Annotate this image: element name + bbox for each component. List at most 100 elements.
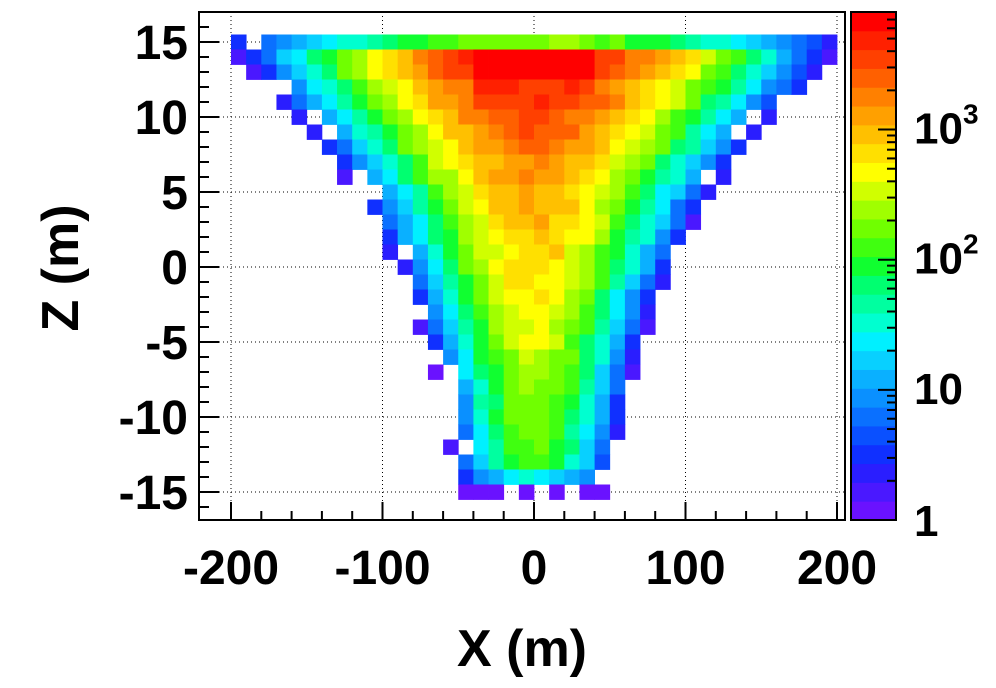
heatmap-cell bbox=[276, 34, 292, 50]
heatmap-cell bbox=[655, 259, 671, 275]
heatmap-cell bbox=[473, 49, 489, 65]
color-scale-segment bbox=[851, 256, 896, 276]
heatmap-cell bbox=[579, 484, 595, 500]
heatmap-cell bbox=[640, 124, 656, 140]
heatmap-cell bbox=[458, 274, 474, 290]
heatmap-cell bbox=[624, 304, 641, 320]
heatmap-cell bbox=[730, 34, 747, 50]
heatmap-cell bbox=[564, 214, 580, 230]
heatmap-cell bbox=[640, 154, 656, 170]
heatmap-cell bbox=[397, 214, 414, 230]
heatmap-cell bbox=[700, 49, 717, 65]
heatmap-cell bbox=[412, 244, 429, 260]
heatmap-cell bbox=[488, 154, 505, 170]
heatmap-cell bbox=[776, 49, 792, 65]
heatmap-cell bbox=[609, 334, 626, 350]
heatmap-cell bbox=[549, 124, 565, 140]
heatmap-cell bbox=[685, 169, 702, 185]
heatmap-cell bbox=[640, 304, 656, 320]
heatmap-cell bbox=[791, 64, 808, 80]
heatmap-cell bbox=[458, 484, 474, 500]
heatmap-cell bbox=[458, 64, 474, 80]
heatmap-cell bbox=[503, 109, 520, 125]
heatmap-cell bbox=[534, 214, 550, 230]
heatmap-cell bbox=[564, 409, 580, 425]
heatmap-cell bbox=[473, 364, 489, 380]
heatmap-cell bbox=[776, 79, 792, 95]
heatmap-cell bbox=[518, 289, 535, 305]
heatmap-cell bbox=[579, 364, 595, 380]
heatmap-cell bbox=[534, 154, 550, 170]
heatmap-cell bbox=[488, 94, 505, 110]
heatmap-cell bbox=[534, 244, 550, 260]
heatmap-cell bbox=[276, 94, 292, 110]
heatmap-cell bbox=[594, 274, 611, 290]
color-scale-segment bbox=[851, 369, 896, 389]
heatmap-cell bbox=[458, 184, 474, 200]
heatmap-cell bbox=[488, 349, 505, 365]
heatmap-cell bbox=[534, 379, 550, 395]
heatmap-cell bbox=[549, 409, 565, 425]
heatmap-cell bbox=[488, 34, 505, 50]
heatmap-cell bbox=[594, 199, 611, 215]
heatmap-cell bbox=[534, 454, 550, 470]
heatmap-cell bbox=[655, 154, 671, 170]
heatmap-cell bbox=[291, 94, 308, 110]
heatmap-cell bbox=[609, 34, 626, 50]
heatmap-cell bbox=[291, 79, 308, 95]
heatmap-cell bbox=[367, 199, 383, 215]
heatmap-cell bbox=[367, 64, 383, 80]
heatmap-cell bbox=[518, 274, 535, 290]
heatmap-cell bbox=[670, 184, 686, 200]
heatmap-cell bbox=[427, 124, 444, 140]
heatmap-cell bbox=[715, 139, 732, 155]
heatmap-cell bbox=[352, 139, 368, 155]
heatmap-cell bbox=[534, 469, 550, 485]
heatmap-cell bbox=[534, 79, 550, 95]
heatmap-cell bbox=[443, 319, 459, 335]
heatmap-cell bbox=[412, 124, 429, 140]
heatmap-cell bbox=[640, 79, 656, 95]
heatmap-cell bbox=[564, 394, 580, 410]
heatmap-cell bbox=[609, 79, 626, 95]
heatmap-cell bbox=[549, 304, 565, 320]
heatmap-cell bbox=[397, 64, 414, 80]
heatmap-cell bbox=[609, 379, 626, 395]
heatmap-cell bbox=[382, 199, 399, 215]
heatmap-cell bbox=[473, 409, 489, 425]
heatmap-cell bbox=[549, 469, 565, 485]
heatmap-cell bbox=[579, 394, 595, 410]
heatmap-cell bbox=[458, 394, 474, 410]
heatmap-cell bbox=[367, 124, 383, 140]
heatmap-cell bbox=[443, 199, 459, 215]
heatmap-cell bbox=[685, 109, 702, 125]
heatmap-cell bbox=[761, 79, 777, 95]
heatmap-cell bbox=[488, 424, 505, 440]
heatmap-cell bbox=[655, 229, 671, 245]
color-scale-tick-label: 10 bbox=[914, 365, 963, 414]
heatmap-cell bbox=[503, 334, 520, 350]
heatmap-cell bbox=[397, 154, 414, 170]
heatmap-cell bbox=[291, 49, 308, 65]
heatmap-cell bbox=[549, 94, 565, 110]
heatmap-cell bbox=[640, 94, 656, 110]
heatmap-cell bbox=[412, 169, 429, 185]
heatmap-cell bbox=[549, 34, 565, 50]
heatmap-cell bbox=[609, 304, 626, 320]
heatmap-cell bbox=[624, 184, 641, 200]
heatmap-cell bbox=[518, 319, 535, 335]
heatmap-cell bbox=[246, 49, 262, 65]
heatmap-cell bbox=[534, 319, 550, 335]
heatmap-cell bbox=[306, 79, 323, 95]
heatmap-cell bbox=[518, 259, 535, 275]
heatmap-cell bbox=[443, 169, 459, 185]
x-tick-label: -100 bbox=[334, 542, 430, 595]
heatmap-cell bbox=[579, 289, 595, 305]
heatmap-cell bbox=[670, 64, 686, 80]
heatmap-cell bbox=[473, 334, 489, 350]
heatmap-cell bbox=[367, 34, 383, 50]
heatmap-cell bbox=[594, 454, 611, 470]
heatmap-cell bbox=[458, 349, 474, 365]
heatmap-cells bbox=[231, 34, 838, 500]
